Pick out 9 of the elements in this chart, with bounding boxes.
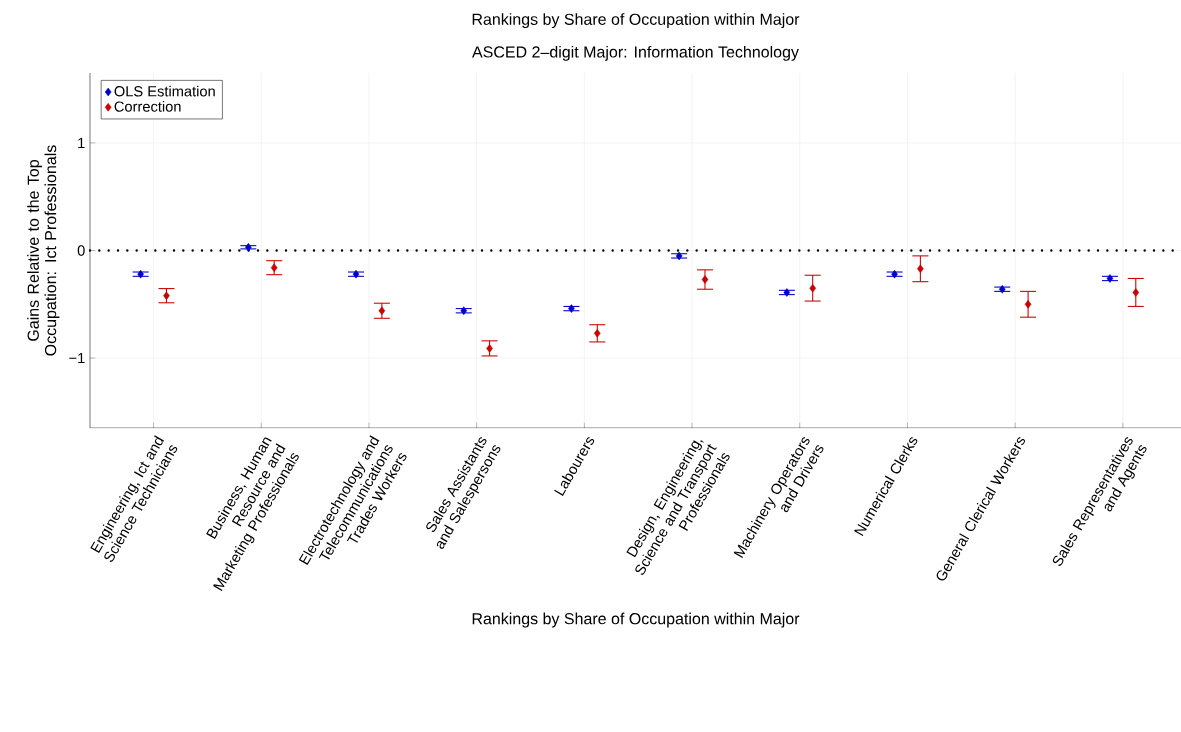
chart-subtitle: ASCED 2–digit Major: Information Technology bbox=[472, 45, 799, 61]
x-axis-title: Rankings by Share of Occupation within Major bbox=[472, 612, 800, 628]
legend-label: OLS Estimation bbox=[114, 85, 215, 97]
y-tick-label: 1 bbox=[78, 137, 85, 148]
y-axis-title: Gains Relative to the Top Occupation: Ict Professionals bbox=[27, 145, 60, 356]
y-tick-label: 0 bbox=[77, 245, 85, 256]
legend-label: Correction bbox=[114, 101, 181, 112]
chart-title: Rankings by Share of Occupation within Major bbox=[472, 13, 800, 29]
y-tick-label: −1 bbox=[69, 353, 85, 364]
